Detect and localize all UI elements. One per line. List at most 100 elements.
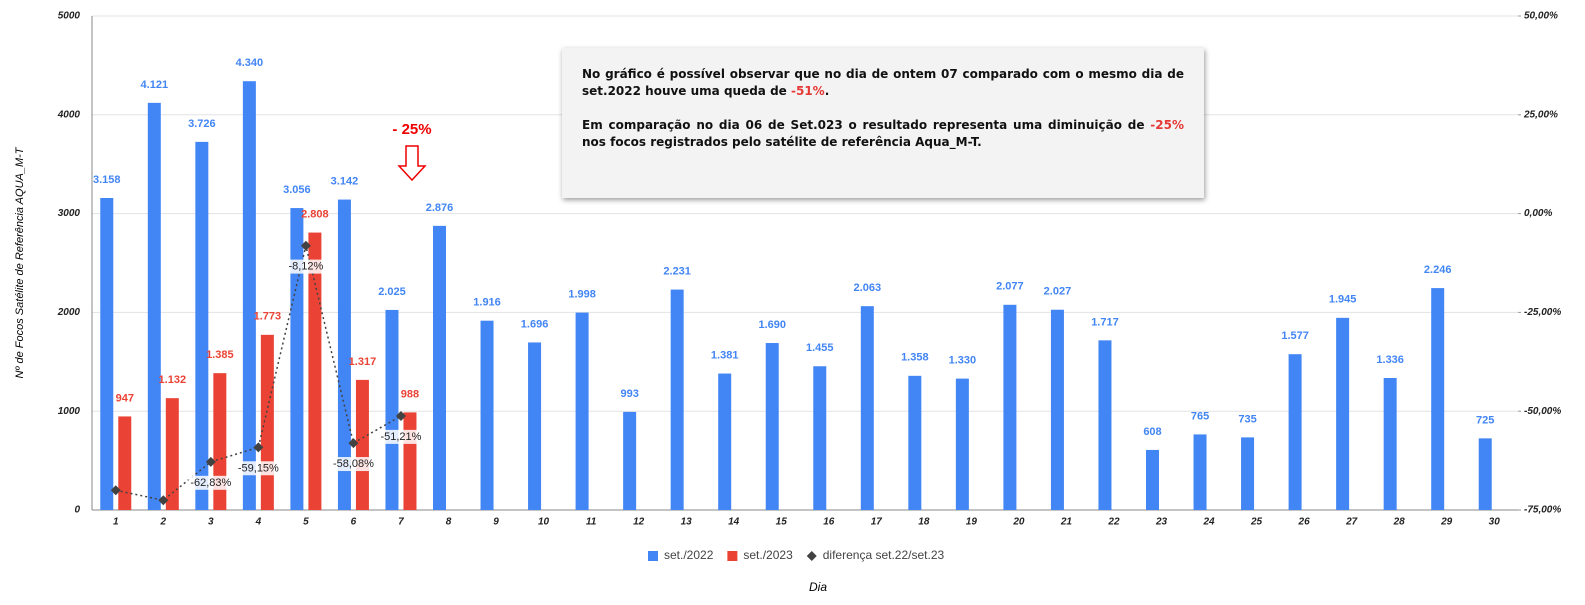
value-label: 1.358 <box>901 352 929 364</box>
legend-label: diferença set.22/set.23 <box>823 548 945 562</box>
line-marker <box>110 485 121 496</box>
bar <box>670 289 684 510</box>
y2-tick-label: -75,00% <box>1524 505 1561 516</box>
legend-marker <box>806 551 817 561</box>
y-tick-label: 2000 <box>57 307 81 318</box>
value-label: 1.945 <box>1329 294 1357 306</box>
value-label: 765 <box>1191 410 1209 422</box>
bar <box>1478 438 1492 510</box>
bar <box>385 309 399 510</box>
line-label: -8,12% <box>286 259 326 274</box>
x-tick-label: 12 <box>633 517 645 528</box>
bar <box>165 398 179 510</box>
value-label: 4.340 <box>236 57 264 69</box>
bar <box>765 343 779 510</box>
line-marker <box>158 495 169 506</box>
value-label: 1.381 <box>711 349 739 361</box>
bar <box>955 378 969 510</box>
bar <box>242 81 256 510</box>
legend: set./2022 set./2023 diferença set.22/set.2… <box>648 548 944 562</box>
bar <box>260 334 274 510</box>
y2-tick-label: 25,00% <box>1523 109 1558 120</box>
label-bg <box>188 475 234 490</box>
value-label: 608 <box>1143 426 1161 438</box>
bar <box>528 342 542 510</box>
value-label: 2.027 <box>1044 286 1072 298</box>
x-tick-label: 20 <box>1012 517 1025 528</box>
bar <box>433 225 446 510</box>
line-marker <box>300 240 311 251</box>
line-label: -59,15% <box>235 461 282 476</box>
value-label: 993 <box>620 388 638 400</box>
legend-label: set./2022 <box>664 548 714 562</box>
value-label: 2.246 <box>1424 264 1452 276</box>
legend-marker <box>648 551 658 561</box>
legend-label: set./2023 <box>743 548 793 562</box>
x-tick-label: 7 <box>398 517 404 528</box>
bar <box>718 373 732 510</box>
arrow <box>397 145 427 182</box>
x-tick-label: 6 <box>351 517 357 528</box>
bar <box>147 102 161 510</box>
value-label: 1.455 <box>806 342 834 354</box>
bar <box>195 141 209 510</box>
value-label: 1.385 <box>206 349 234 361</box>
x-tick-label: 1 <box>113 517 119 528</box>
line-marker <box>348 438 359 449</box>
value-label: 3.056 <box>283 184 311 196</box>
y-tick-label: 4000 <box>57 109 81 120</box>
y-tick-label: 5000 <box>58 11 81 22</box>
x-tick-label: 4 <box>255 517 262 528</box>
line-marker <box>253 442 264 453</box>
value-label: 3.158 <box>93 174 121 186</box>
value-label: 2.808 <box>301 208 329 220</box>
x-tick-label: 26 <box>1298 517 1311 528</box>
bar <box>213 373 227 510</box>
x-tick-label: 29 <box>1440 517 1453 528</box>
value-label: 2.876 <box>426 202 454 214</box>
x-tick-label: 5 <box>303 517 309 528</box>
annotation-text: nos focos registrados pelo satélite de r… <box>582 135 982 149</box>
value-label: 3.142 <box>331 175 359 187</box>
bar <box>575 312 589 510</box>
line-value-label: -8,12% <box>288 261 323 273</box>
x-tick-label: 30 <box>1489 517 1501 528</box>
line-value-label: -59,15% <box>238 462 279 474</box>
bar <box>860 306 874 510</box>
x-tick-label: 19 <box>966 517 978 528</box>
annotation-box: No gráfico é possível observar que no di… <box>562 48 1204 198</box>
bar <box>355 379 369 510</box>
x-tick-label: 8 <box>446 517 452 528</box>
value-label: 2.025 <box>378 286 406 298</box>
value-label: 1.132 <box>159 374 187 386</box>
bar <box>118 416 132 510</box>
x-tick-label: 16 <box>823 517 835 528</box>
legend-marker <box>727 551 738 561</box>
line-value-label: -58,08% <box>333 458 374 470</box>
x-tick-label: 9 <box>493 517 499 528</box>
bar <box>1146 449 1159 510</box>
x-tick-label: 27 <box>1345 517 1358 528</box>
bar <box>1241 437 1255 510</box>
label-bg <box>330 457 377 472</box>
x-tick-label: 22 <box>1107 517 1120 528</box>
y-axis-label: Nº de Focos Satélite de Referência AQUA_… <box>14 146 26 378</box>
value-label: 1.696 <box>521 318 549 330</box>
bar <box>1431 288 1445 510</box>
annotation-text: -25% <box>1150 118 1184 132</box>
bar <box>1193 434 1207 510</box>
bar <box>1383 378 1397 510</box>
label-bg <box>378 429 424 444</box>
value-label: 2.077 <box>996 281 1024 293</box>
bar <box>1098 340 1112 510</box>
value-label: 1.577 <box>1281 330 1309 342</box>
line-label: -58,08% <box>330 457 377 472</box>
x-tick-label: 3 <box>208 517 214 528</box>
annotation-paragraph: Em comparação no dia 06 de Set.023 o res… <box>582 117 1184 151</box>
bar <box>403 412 417 510</box>
x-tick-label: 10 <box>538 517 550 528</box>
value-label: 725 <box>1476 414 1494 426</box>
value-label: 1.717 <box>1091 316 1119 328</box>
x-tick-label: 28 <box>1393 517 1406 528</box>
